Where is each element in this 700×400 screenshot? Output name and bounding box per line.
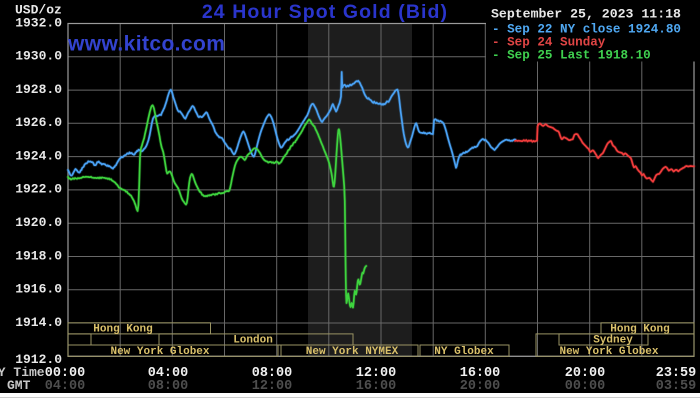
svg-text:1918.0: 1918.0	[15, 248, 62, 263]
svg-text:23:59: 23:59	[656, 366, 697, 381]
svg-text:08:00: 08:00	[252, 366, 293, 381]
svg-text:NY Globex: NY Globex	[434, 346, 494, 358]
svg-text:1932.0: 1932.0	[15, 15, 62, 30]
svg-text:Sydney: Sydney	[593, 335, 633, 347]
svg-text:1916.0: 1916.0	[15, 282, 62, 297]
svg-text:1914.0: 1914.0	[15, 315, 62, 330]
svg-text:1928.0: 1928.0	[15, 82, 62, 97]
svg-text:24 Hour Spot Gold (Bid): 24 Hour Spot Gold (Bid)	[202, 1, 448, 23]
svg-text:Hong Kong: Hong Kong	[93, 323, 152, 335]
svg-text:08:00: 08:00	[148, 379, 189, 394]
svg-text:NY Time: NY Time	[0, 365, 45, 380]
svg-text:1930.0: 1930.0	[15, 49, 62, 64]
svg-text:September 25, 2023 11:18: September 25, 2023 11:18	[491, 7, 681, 22]
svg-text:00:00: 00:00	[45, 366, 86, 381]
svg-text:GMT: GMT	[7, 378, 31, 393]
svg-text:Hong Kong: Hong Kong	[610, 323, 669, 335]
svg-text:USD/oz: USD/oz	[15, 3, 62, 18]
svg-text:16:00: 16:00	[460, 366, 501, 381]
svg-text:- Sep 25 Last 1918.10: - Sep 25 Last 1918.10	[492, 48, 651, 62]
svg-text:- Sep 24 Sunday: - Sep 24 Sunday	[492, 35, 606, 49]
svg-text:1920.0: 1920.0	[15, 215, 62, 230]
svg-text:1912.0: 1912.0	[15, 352, 62, 367]
svg-text:New York NYMEX: New York NYMEX	[306, 346, 399, 358]
svg-text:New York Globex: New York Globex	[559, 346, 658, 358]
svg-text:04:00: 04:00	[148, 366, 189, 381]
svg-text:12:00: 12:00	[356, 366, 397, 381]
svg-text:1924.0: 1924.0	[15, 148, 62, 163]
svg-text:20:00: 20:00	[460, 379, 501, 394]
svg-text:London: London	[233, 335, 273, 347]
svg-text:New York Globex: New York Globex	[110, 346, 209, 358]
svg-text:12:00: 12:00	[252, 379, 293, 394]
svg-text:20:00: 20:00	[565, 366, 606, 381]
svg-text:1926.0: 1926.0	[15, 115, 62, 130]
svg-text:1922.0: 1922.0	[15, 182, 62, 197]
svg-text:www.kitco.com: www.kitco.com	[67, 33, 225, 56]
svg-text:03:59: 03:59	[656, 379, 697, 394]
svg-text:04:00: 04:00	[45, 379, 86, 394]
svg-text:00:00: 00:00	[565, 379, 606, 394]
svg-text:- Sep 22 NY close 1924.80: - Sep 22 NY close 1924.80	[492, 22, 681, 36]
svg-text:16:00: 16:00	[356, 379, 397, 394]
